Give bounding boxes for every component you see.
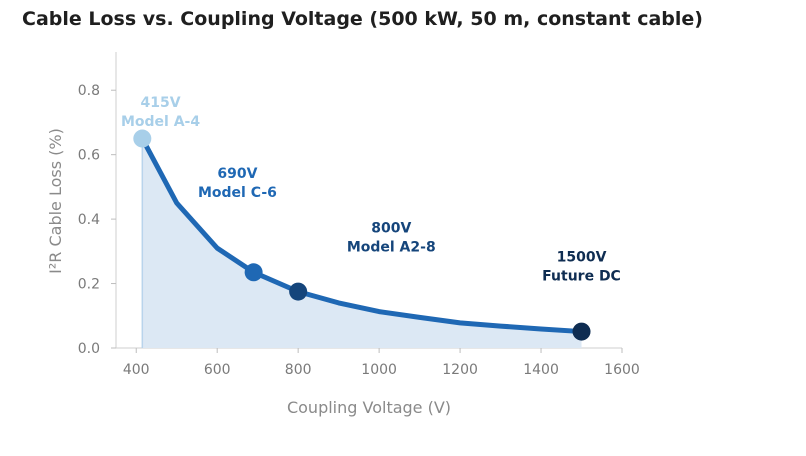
x-tick-label: 1400 (523, 362, 559, 378)
annotation-voltage: 415V (140, 95, 180, 111)
highlight-point (133, 129, 152, 148)
plot-area: 400 600 800 1000 1200 1400 1600 0.0 0.2 0.4 0.6 0.8… (78, 52, 640, 378)
y-tick-label: 0.6 (78, 148, 100, 164)
annotation-voltage: 1500V (557, 250, 607, 266)
x-tick-label: 1600 (604, 362, 640, 378)
y-tick-label: 0.8 (78, 83, 100, 99)
y-tick-label: 0.4 (78, 212, 100, 228)
annotation-model: Model A-4 (121, 114, 200, 130)
annotation-voltage: 690V (217, 166, 257, 182)
highlight-point (572, 322, 591, 341)
x-tick-label: 1000 (361, 362, 397, 378)
area-fill (142, 138, 582, 348)
y-axis-label: I²R Cable Loss (%) (46, 128, 65, 274)
x-tick-label: 800 (285, 362, 312, 378)
annotation-model: Model C-6 (198, 185, 277, 201)
annotation-model: Model A2-8 (347, 240, 436, 256)
x-tick-label: 1200 (442, 362, 478, 378)
y-tick-label: 0.0 (78, 341, 100, 357)
annotation-model: Future DC (542, 269, 621, 285)
x-tick-label: 400 (123, 362, 150, 378)
highlight-point (244, 263, 263, 282)
annotation-voltage: 800V (371, 221, 411, 237)
series-line (139, 136, 585, 335)
x-tick-label: 600 (204, 362, 231, 378)
y-tick-label: 0.2 (78, 277, 100, 293)
x-axis-label: Coupling Voltage (V) (287, 398, 451, 417)
chart-title: Cable Loss vs. Coupling Voltage (500 kW,… (22, 8, 703, 30)
highlight-point (289, 282, 308, 301)
